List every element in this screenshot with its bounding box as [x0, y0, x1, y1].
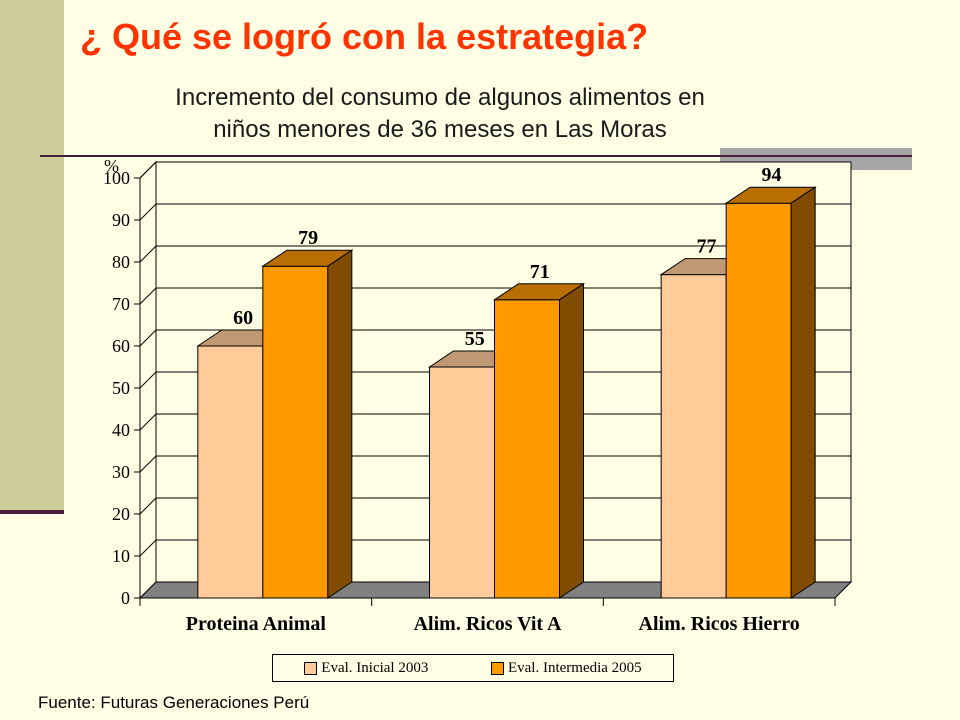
chart-title: Incremento del consumo de algunos alimen… — [120, 82, 760, 146]
rule-accent-line — [720, 155, 912, 157]
data-label: 79 — [298, 227, 318, 249]
gridline-side — [139, 371, 157, 389]
data-label: 55 — [465, 328, 485, 350]
gridline-side — [139, 245, 157, 263]
x-tick-label: Alim. Ricos Hierro — [639, 613, 800, 635]
legend-label-inicial: Eval. Inicial 2003 — [321, 659, 429, 676]
gridline-side — [139, 539, 157, 557]
bar — [725, 202, 792, 599]
plot-area: 0 10 20 30 40 50 60 70 80 90 100 60 79 Proteina Anima… — [103, 160, 853, 635]
bar-side — [327, 249, 353, 599]
sidebar-underline — [0, 510, 64, 514]
data-label: 77 — [696, 236, 716, 258]
gridline-side — [139, 497, 157, 515]
chart-title-line-1: Incremento del consumo de algunos alimen… — [175, 84, 705, 111]
gridline-side — [139, 455, 157, 473]
legend-swatch-intermedia — [490, 661, 504, 675]
y-tick-label: 60 — [112, 336, 130, 356]
chart-legend: Eval. Inicial 2003 Eval. Intermedia 2005 — [272, 654, 674, 682]
gridline-side — [139, 329, 157, 347]
data-label: 71 — [530, 261, 550, 283]
data-label: 94 — [761, 164, 781, 186]
gridline-side — [139, 413, 157, 431]
legend-item-intermedia: Eval. Intermedia 2005 — [490, 659, 642, 677]
x-tick-label: Proteina Animal — [186, 613, 327, 635]
gridline-side — [139, 287, 157, 305]
bar — [262, 265, 329, 599]
sidebar-decoration — [0, 0, 64, 510]
y-tick-label: 80 — [112, 252, 130, 272]
y-tick-label: 90 — [112, 210, 130, 230]
legend-swatch-inicial — [304, 661, 318, 675]
x-tick-label: Alim. Ricos Vit A — [414, 613, 562, 635]
y-tick-label: 70 — [112, 294, 130, 314]
legend-label-intermedia: Eval. Intermedia 2005 — [507, 659, 642, 676]
data-label: 60 — [233, 307, 253, 329]
bar-side — [790, 186, 816, 599]
source-note: Fuente: Futuras Generaciones Perú — [38, 693, 310, 712]
title-rule — [40, 155, 912, 157]
y-tick-label: 40 — [112, 420, 130, 440]
bar — [197, 345, 264, 599]
chart-title-line-2: niños menores de 36 meses en Las Moras — [213, 116, 667, 143]
bar — [494, 299, 560, 599]
y-tick-label: 50 — [112, 378, 130, 398]
y-tick-label: 30 — [112, 462, 130, 482]
bar — [660, 274, 727, 599]
y-tick-label: 100 — [103, 168, 130, 188]
bar — [429, 366, 495, 599]
y-tick-label: 20 — [112, 504, 130, 524]
y-tick-label: 0 — [121, 588, 130, 608]
y-axis-label: % — [104, 156, 119, 176]
gridline-side — [139, 203, 157, 221]
bar-side — [559, 282, 584, 599]
slide-title: ¿ Qué se logró con la estrategia? — [80, 16, 649, 57]
legend-item-inicial: Eval. Inicial 2003 — [304, 660, 428, 677]
gridline-side — [139, 161, 157, 179]
y-tick-label: 10 — [112, 546, 130, 566]
